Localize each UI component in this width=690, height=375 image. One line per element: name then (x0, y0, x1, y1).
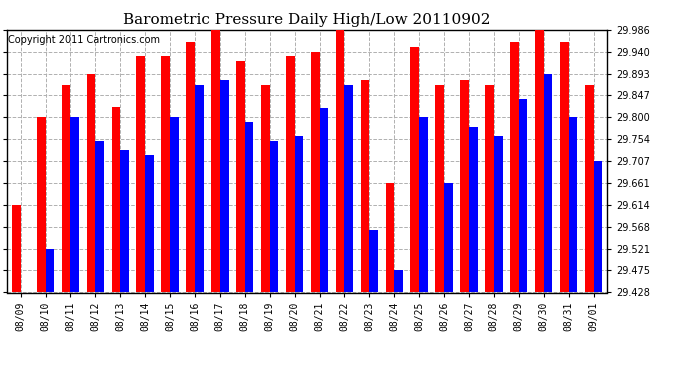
Bar (46, 249, 55, 292)
Bar (95, 141, 104, 292)
Bar (120, 150, 129, 292)
Bar (319, 108, 328, 292)
Bar (494, 136, 502, 292)
Bar (12, 205, 21, 292)
Bar (161, 56, 170, 292)
Bar (469, 127, 477, 292)
Bar (361, 80, 369, 292)
Title: Barometric Pressure Daily High/Low 20110902: Barometric Pressure Daily High/Low 20110… (124, 13, 491, 27)
Bar (593, 161, 602, 292)
Bar (336, 27, 344, 292)
Bar (70, 117, 79, 292)
Bar (236, 61, 245, 292)
Bar (585, 85, 593, 292)
Bar (270, 141, 278, 292)
Bar (310, 52, 319, 292)
Bar (211, 30, 220, 292)
Bar (220, 80, 228, 292)
Bar (286, 56, 295, 292)
Bar (245, 122, 253, 292)
Bar (435, 85, 444, 292)
Bar (87, 74, 95, 292)
Bar (569, 117, 578, 292)
Bar (195, 85, 204, 292)
Bar (535, 27, 544, 292)
Bar (444, 183, 453, 292)
Bar (419, 117, 428, 292)
Bar (145, 155, 154, 292)
Bar (519, 99, 527, 292)
Bar (544, 74, 553, 292)
Bar (411, 47, 419, 292)
Bar (295, 136, 304, 292)
Bar (510, 42, 519, 292)
Bar (344, 85, 353, 292)
Bar (386, 183, 394, 292)
Bar (186, 42, 195, 292)
Bar (261, 85, 270, 292)
Bar (37, 117, 46, 292)
Bar (61, 85, 70, 292)
Bar (170, 117, 179, 292)
Bar (112, 107, 120, 292)
Bar (560, 42, 569, 292)
Bar (460, 80, 469, 292)
Text: Copyright 2011 Cartronics.com: Copyright 2011 Cartronics.com (8, 35, 160, 45)
Bar (369, 230, 378, 292)
Bar (137, 56, 145, 292)
Bar (394, 270, 403, 292)
Bar (485, 85, 494, 292)
